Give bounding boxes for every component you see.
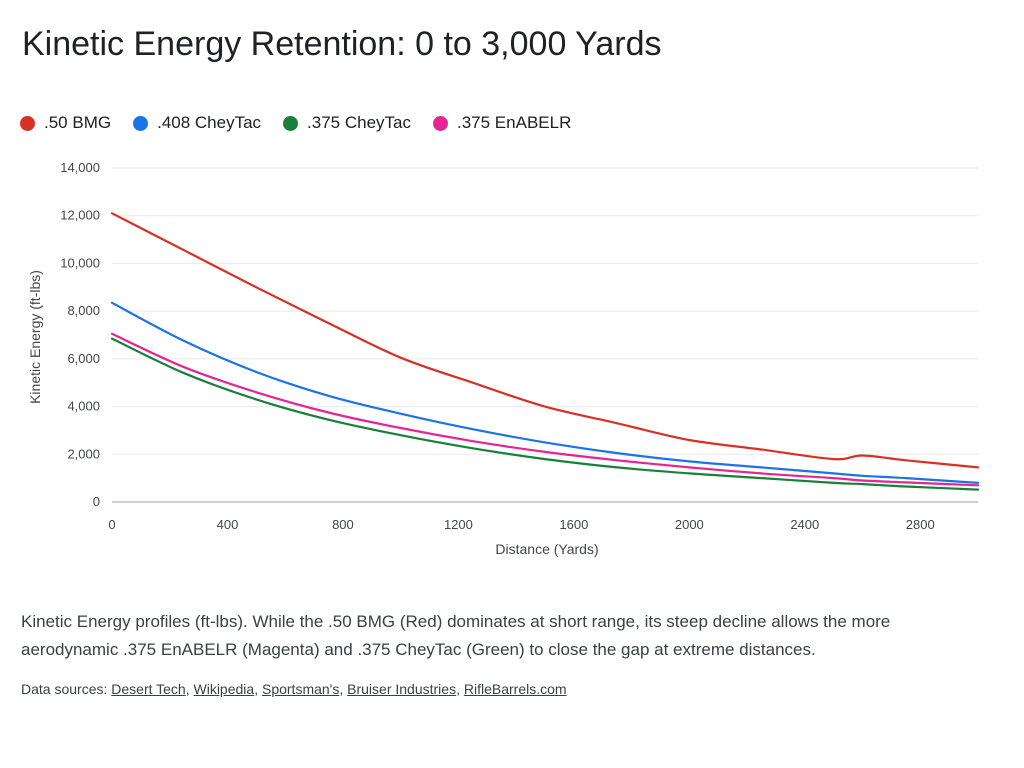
series-line-408-cheytac (110, 301, 980, 484)
legend-swatch-50bmg (20, 115, 35, 131)
x-tick-label: 2000 (675, 517, 704, 532)
x-tick-label: 2800 (906, 517, 935, 532)
y-axis-title: Kinetic Energy (ft-lbs) (27, 270, 43, 404)
legend-label-408-cheytac: .408 CheyTac (157, 113, 262, 132)
chart-caption: Kinetic Energy profiles (ft-lbs). While … (21, 612, 891, 659)
series-line-50bmg (110, 212, 980, 469)
y-tick-label: 6,000 (67, 351, 100, 366)
series-line-375-enabelr (110, 332, 980, 487)
series-line-375-cheytac (110, 337, 980, 491)
legend-swatch-375-enabelr (433, 115, 448, 131)
legend-swatch-408-cheytac (133, 115, 149, 131)
legend-swatch-375-cheytac (283, 115, 299, 131)
source-link-desert-tech[interactable]: Desert Tech (111, 681, 186, 697)
x-axis-title: Distance (Yards) (495, 541, 598, 557)
x-tick-label: 0 (108, 517, 115, 532)
legend-label-50bmg: .50 BMG (44, 113, 112, 132)
y-tick-label: 0 (93, 494, 100, 509)
legend-item-375-enabelr[interactable]: .375 EnABELR (433, 113, 571, 133)
y-tick-label: 2,000 (67, 446, 100, 461)
source-link-riflebarrels[interactable]: RifleBarrels.com (463, 681, 567, 697)
source-link-sportsmans[interactable]: Sportsman's (261, 681, 340, 697)
y-tick-label: 14,000 (60, 160, 100, 175)
legend: .50 BMG .408 CheyTac .375 CheyTac .375 E… (20, 113, 571, 133)
y-tick-label: 10,000 (60, 255, 100, 270)
source-link-bruiser-industries[interactable]: Bruiser Industries (347, 681, 457, 697)
y-tick-label: 4,000 (67, 399, 100, 414)
x-tick-label: 1600 (559, 517, 588, 532)
x-tick-label: 800 (332, 517, 354, 532)
series-layer (110, 212, 980, 491)
legend-label-375-enabelr: .375 EnABELR (457, 113, 572, 132)
y-tick-label: 12,000 (60, 208, 100, 223)
x-tick-label: 1200 (444, 517, 473, 532)
chart-title: Kinetic Energy Retention: 0 to 3,000 Yar… (22, 25, 662, 63)
legend-label-375-cheytac: .375 CheyTac (307, 113, 411, 132)
line-chart: 0 2,000 4,000 6,000 8,000 10,000 12,000 14,000 0… (27, 160, 980, 557)
legend-item-375-cheytac[interactable]: .375 CheyTac (283, 113, 411, 133)
y-tick-label: 8,000 (67, 303, 100, 318)
sources-prefix: Data sources: (21, 681, 108, 697)
source-link-wikipedia[interactable]: Wikipedia (193, 681, 255, 697)
x-tick-label: 400 (217, 517, 239, 532)
legend-item-408-cheytac[interactable]: .408 CheyTac (133, 113, 261, 133)
legend-item-50bmg[interactable]: .50 BMG (20, 113, 111, 133)
axis-layer: 0 2,000 4,000 6,000 8,000 10,000 12,000 14,000 0… (27, 160, 935, 557)
x-tick-label: 2400 (790, 517, 819, 532)
data-sources: Data sources: Desert Tech, Wikipedia, Sp… (21, 681, 567, 697)
